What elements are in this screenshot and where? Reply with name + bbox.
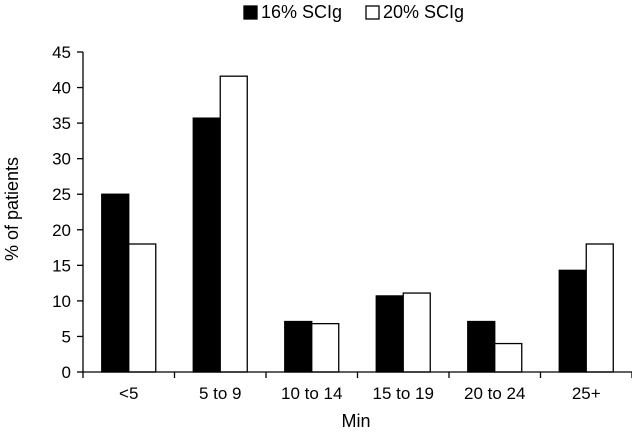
bar-series-1-5-to-9 — [192, 117, 221, 373]
legend: 16% SCIg 20% SCIg — [243, 2, 464, 22]
legend-swatch-16-scig — [243, 5, 258, 20]
bar-series-2-25 — [585, 243, 614, 373]
bar-series-1-5 — [101, 193, 130, 373]
x-tick-label: 25+ — [572, 384, 601, 403]
axes-layer — [77, 51, 632, 378]
y-tick-label: 0 — [62, 363, 71, 382]
legend-swatch-20-scig — [365, 5, 380, 20]
y-tick-label: 45 — [52, 43, 71, 62]
x-tick-label: 20 to 24 — [464, 384, 525, 403]
bar-series-2-15-to-19 — [402, 292, 431, 373]
y-tick-label: 20 — [52, 221, 71, 240]
x-tick-labels: <5 5 to 9 10 to 14 15 to 19 20 to 24 25+ — [119, 384, 601, 403]
y-tick-label: 15 — [52, 256, 71, 275]
y-tick-label: 25 — [52, 185, 71, 204]
x-tick-label: 15 to 19 — [373, 384, 434, 403]
y-tick-labels: 0 5 10 15 20 25 30 35 40 45 — [52, 43, 71, 382]
bar-series-2-5-to-9 — [219, 75, 248, 373]
x-axis-title: Min — [341, 411, 370, 431]
y-axis-title: % of patients — [2, 157, 22, 261]
y-tick-label: 5 — [62, 327, 71, 346]
x-tick-label: 5 to 9 — [199, 384, 242, 403]
bar-series-1-10-to-14 — [284, 320, 313, 373]
y-tick-label: 30 — [52, 150, 71, 169]
y-tick-label: 35 — [52, 114, 71, 133]
bar-series-1-15-to-19 — [375, 295, 404, 373]
bar-series-2-20-to-24 — [494, 342, 523, 373]
bar-series-2-5 — [128, 243, 157, 373]
bars-layer — [101, 75, 614, 373]
x-tick-label: 10 to 14 — [281, 384, 342, 403]
y-tick-label: 10 — [52, 292, 71, 311]
y-tick-label: 40 — [52, 79, 71, 98]
bar-series-1-20-to-24 — [467, 320, 496, 373]
bar-series-2-10-to-14 — [311, 322, 340, 373]
x-tick-label: <5 — [119, 384, 138, 403]
legend-label-20-scig: 20% SCIg — [383, 2, 464, 22]
legend-label-16-scig: 16% SCIg — [261, 2, 342, 22]
bar-series-1-25 — [558, 269, 587, 373]
